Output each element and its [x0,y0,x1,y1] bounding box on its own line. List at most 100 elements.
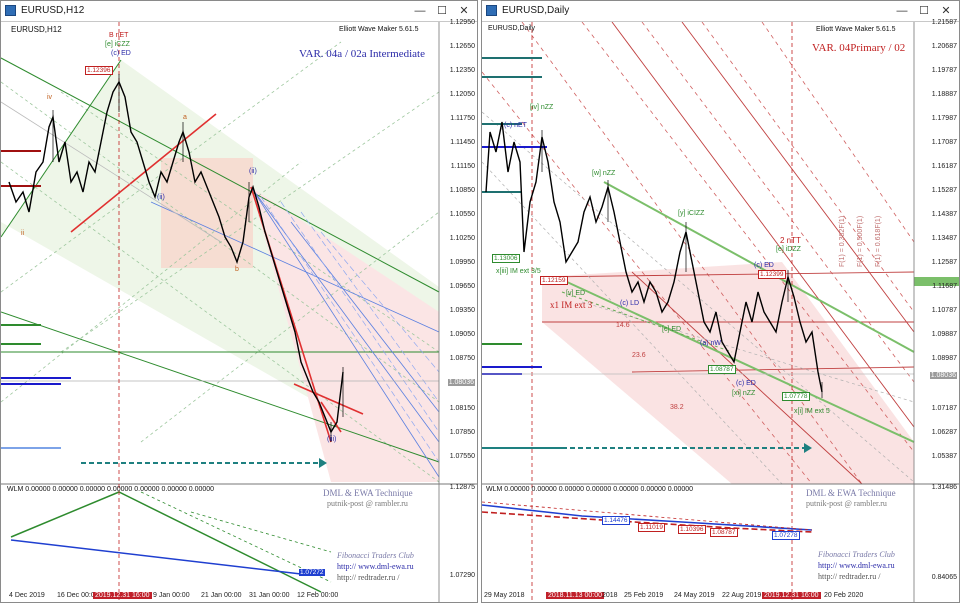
minimize-button[interactable]: — [414,5,426,17]
fib-formula-3: F(1) = 0.618F(1) [875,215,882,267]
right-club-label: Fibonacci Traders Club [818,550,895,559]
price-box: 1.12159 [540,276,568,285]
osc-box: 1.14476 [602,516,630,525]
price-label: 1.08750 [449,355,475,362]
price-label: 1.12587 [931,259,957,266]
maximize-button[interactable]: ☐ [919,5,929,17]
wave-label-iii: (iii) [327,436,337,443]
right-variant-label: VAR. 04Primary / 02 [812,42,906,54]
price-label: 1.12350 [449,67,475,74]
price-box: 1.13006 [492,254,520,263]
osc-box: 1.11019 [638,523,666,532]
wave-label-xi: [xi] nZZ [732,390,756,397]
time-label: 9 Jan 00:00 [153,592,190,599]
price-label: 1.11150 [450,163,475,170]
current-price-label: 1.08036 [447,379,475,386]
left-window-titlebar[interactable]: EURUSD,H12 — ☐ ✕ [1,1,477,22]
time-label-highlight: 2018.11.13 00:00 [546,592,604,599]
wave-label-y: [y] iCIZZ [678,210,705,217]
fib-label-236: 23.6 [632,352,646,359]
current-price-label: 1.08036 [929,372,957,379]
time-label-highlight: 2019.12.31 16:00 [93,592,152,599]
right-wlm-readout: WLM 0.00000 0.00000 0.00000 0.00000 0.00… [486,486,694,493]
price-label: 1.12950 [449,19,475,26]
maximize-button[interactable]: ☐ [437,5,447,17]
price-label: 1.17087 [931,139,957,146]
left-chart-window[interactable]: EURUSD,H12 — ☐ ✕ [0,0,478,603]
price-label: 1.09350 [449,307,475,314]
price-box: 1.08787 [708,365,736,374]
left-window-title: EURUSD,H12 [21,5,85,16]
wave-label-iv: [iv] nZZ [530,104,554,111]
left-chart-area[interactable]: EURUSD,H12 Elliott Wave Maker 5.61.5 VAR… [1,19,477,602]
right-window-titlebar[interactable]: EURUSD,Daily — ☐ ✕ [482,1,959,22]
fib-formula-2: F(1) = 0.500F(1) [857,215,864,267]
price-label: 1.09650 [449,283,475,290]
price-box: 1.12399 [758,270,786,279]
price-label: 1.20687 [931,43,957,50]
time-label: 29 May 2018 [484,592,525,599]
wave-label-b-small: b [235,266,239,273]
time-label: 21 Jan 00:00 [201,592,242,599]
left-variant-label: VAR. 04a / 02a Intermediate [299,48,425,60]
wave-label-xi2: x[i] IM ext 5 [794,408,830,415]
close-button[interactable]: ✕ [941,5,951,17]
wave-label-c: (c) ED [111,50,131,57]
time-label-highlight: 2019.12.31 16:00 [762,592,821,599]
time-label: 2018 [602,592,618,599]
left-indicator-name: Elliott Wave Maker 5.61.5 [339,26,419,33]
wave-label-im: x1 IM ext 3 [550,300,593,310]
wave-label-b: B nET [109,32,129,39]
left-post-label: putnik-post @ rambler.ru [327,499,408,508]
time-label: 20 Feb 2020 [824,592,864,599]
left-technique-label: DML & EWA Technique [323,488,413,498]
price-label: 1.07290 [449,572,475,579]
wave-label-a: a [183,114,187,121]
chart-window-icon [5,5,16,16]
wave-label-ii2: (ii) [157,194,165,201]
price-label: 1.11687 [932,283,957,290]
price-label: 1.18887 [931,91,957,98]
fib-label-146: 14.6 [616,322,630,329]
time-label: 25 Feb 2019 [624,592,664,599]
price-label: 1.21587 [931,19,957,26]
price-label: 1.17987 [931,115,957,122]
wave-label-c-ed: (c) ED [754,262,774,269]
chart-window-icon [486,5,497,16]
time-label: 24 May 2019 [674,592,715,599]
time-label: 4 Dec 2019 [9,592,45,599]
price-label: 1.10787 [931,307,957,314]
minimize-button[interactable]: — [896,5,908,17]
osc-price-label: 0.84065 [931,574,957,581]
price-label: 1.10550 [449,211,475,218]
time-label: 12 Feb 00:00 [297,592,339,599]
left-site1-label: http:// www.dml-ewa.ru [337,562,414,571]
right-indicator-name: Elliott Wave Maker 5.61.5 [816,26,896,33]
wave-label-aw: (a) nW [700,340,721,347]
wave-label-two: 2 nTT [780,236,801,245]
left-osc-box: 1.07272 [299,569,325,576]
close-button[interactable]: ✕ [459,5,469,17]
time-label: 16 Dec 00:00 [57,592,99,599]
wave-label-e: [e] iDZZ [776,246,801,253]
wave-label-ed: [c] ED [662,326,682,333]
right-chart-window[interactable]: EURUSD,Daily — ☐ ✕ [481,0,960,603]
right-chart-drawing [482,22,959,602]
wave-label-iii: x[iii] IM ext 3/5 [496,268,541,275]
right-site2-label: http:// redtrader.ru / [818,572,881,581]
right-site1-label: http:// www.dml-ewa.ru [818,561,895,570]
price-label: 1.10250 [449,235,475,242]
right-window-title: EURUSD,Daily [502,5,570,16]
price-label: 1.12050 [449,91,475,98]
left-symbol-label: EURUSD,H12 [11,25,62,34]
left-club-label: Fibonacci Traders Club [337,551,414,560]
time-label: 22 Aug 2019 [722,592,762,599]
wave-label-c-net: (c) nET [504,122,527,129]
left-site2-label: http:// redtrader.ru / [337,573,400,582]
time-label: 31 Jan 00:00 [249,592,290,599]
right-chart-area[interactable]: EURUSD,Daily Elliott Wave Maker 5.61.5 V… [482,19,959,602]
wave-label-c-ed3: (c) ED [736,380,756,387]
left-wlm-readout: WLM 0.00000 0.00000 0.00000 0.00000 0.00… [7,486,215,493]
price-label: 1.08150 [449,405,475,412]
price-label: 1.15287 [931,187,957,194]
